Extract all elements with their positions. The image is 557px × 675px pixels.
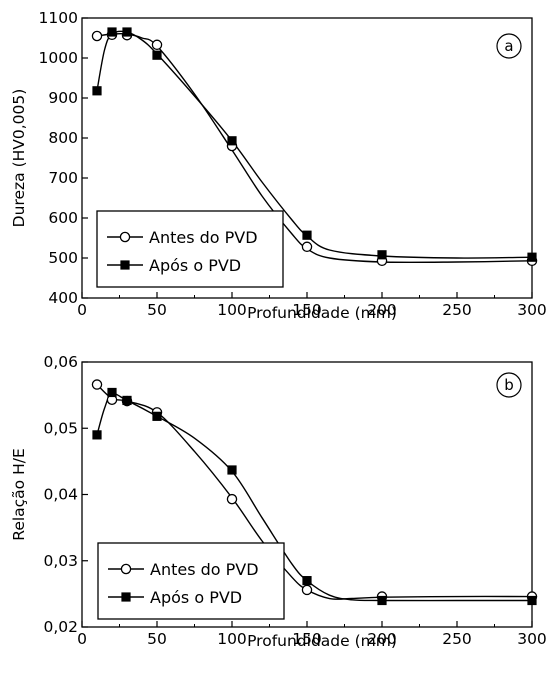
- data-point-apos: [92, 86, 102, 96]
- data-point-apos: [302, 230, 312, 240]
- x-tick-label: 300: [517, 630, 547, 648]
- x-tick-label: 200: [367, 301, 397, 319]
- x-tick-label: 250: [442, 630, 472, 648]
- legend-label-apos: Após o PVD: [149, 256, 241, 275]
- data-point-apos: [122, 27, 132, 37]
- legend-marker-apos: [120, 260, 130, 270]
- legend-label-antes: Antes do PVD: [149, 228, 258, 247]
- data-point-apos: [92, 430, 102, 440]
- legend-label-antes: Antes do PVD: [150, 560, 259, 579]
- data-point-apos: [227, 465, 237, 475]
- y-tick-label: 1000: [39, 49, 78, 67]
- y-tick-label: 0,04: [43, 486, 78, 504]
- legend-box: [97, 542, 285, 620]
- data-point-apos: [227, 136, 237, 146]
- data-point-apos: [527, 595, 537, 606]
- y-tick-label: 600: [48, 209, 78, 227]
- y-tick-label: 700: [48, 169, 78, 187]
- x-tick-label: 100: [217, 630, 247, 648]
- y-tick-label: 0,03: [43, 552, 78, 570]
- data-point-apos: [527, 252, 537, 262]
- legend: Antes do PVD Após o PVD: [96, 210, 284, 288]
- data-point-antes: [226, 493, 238, 505]
- x-tick-label: 200: [367, 630, 397, 648]
- data-point-antes: [301, 241, 313, 253]
- y-tick-label: 900: [48, 89, 78, 107]
- y-axis-label: Relação H/E: [10, 448, 28, 541]
- legend-label-apos: Após o PVD: [150, 588, 242, 607]
- legend-marker-apos: [121, 592, 131, 602]
- x-tick-label: 150: [292, 630, 322, 648]
- legend-box: [96, 210, 284, 288]
- y-tick-label: 0,02: [43, 618, 78, 636]
- data-point-apos: [107, 387, 117, 398]
- data-point-antes: [151, 39, 163, 51]
- legend-marker-antes: [120, 563, 132, 575]
- x-axis-label: Profundidade (mm): [247, 632, 397, 650]
- x-tick-label: 0: [77, 301, 87, 319]
- panel-tag-circle: [496, 372, 522, 398]
- y-tick-label: 500: [48, 249, 78, 267]
- panel-tag-label: b: [504, 376, 514, 394]
- x-tick-label: 0: [77, 630, 87, 648]
- data-point-apos: [302, 576, 312, 586]
- x-tick-label: 100: [217, 301, 247, 319]
- panel-tag-circle: [496, 33, 522, 59]
- y-tick-label: 0,05: [43, 419, 78, 437]
- data-point-apos: [377, 250, 387, 260]
- x-axis-label: Profundidade (mm): [247, 304, 397, 322]
- y-tick-label: 1100: [39, 9, 78, 27]
- x-tick-label: 50: [147, 630, 167, 648]
- legend-marker-antes: [119, 231, 131, 243]
- chart-panel-a: 0 50 100 150 200 250 300 400 500 600 700 800 900 1000…: [10, 9, 547, 322]
- y-tick-label: 800: [48, 129, 78, 147]
- data-point-apos: [377, 595, 387, 606]
- data-point-antes: [301, 584, 313, 596]
- x-tick-label: 50: [147, 301, 167, 319]
- legend: Antes do PVD Após o PVD: [97, 542, 285, 620]
- data-point-apos: [107, 27, 117, 37]
- data-point-apos: [152, 50, 162, 60]
- x-tick-label: 300: [517, 301, 547, 319]
- x-tick-label: 150: [292, 301, 322, 319]
- y-tick-label: 0,06: [43, 353, 78, 371]
- panel-tag-label: a: [504, 37, 513, 55]
- x-tick-label: 250: [442, 301, 472, 319]
- chart-panel-b: 0 50 100 150 200 250 300 0,02 0,03 0,04 0,05 0,06 Pr…: [10, 353, 547, 650]
- y-axis-label: Dureza (HV0,005): [10, 89, 28, 228]
- y-tick-label: 400: [48, 289, 78, 307]
- data-point-antes: [91, 30, 103, 42]
- data-point-apos: [122, 395, 132, 406]
- data-point-antes: [91, 379, 103, 390]
- data-point-apos: [152, 411, 162, 421]
